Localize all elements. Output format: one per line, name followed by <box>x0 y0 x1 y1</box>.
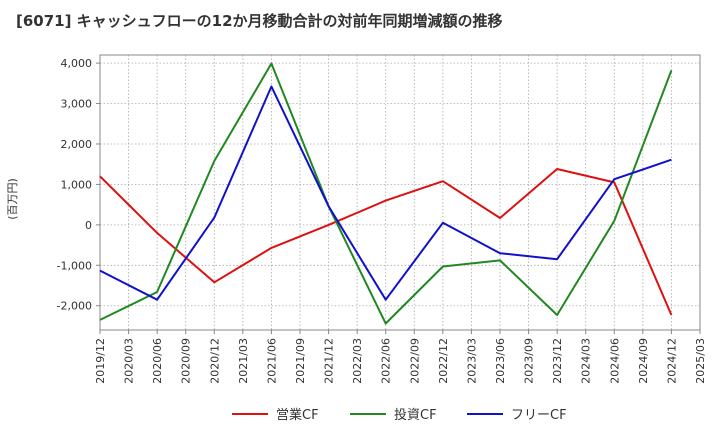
x-tick-label: 2023/06 <box>494 338 507 384</box>
x-tick-label: 2023/12 <box>551 338 564 384</box>
y-tick-label: -1,000 <box>57 259 92 272</box>
y-tick-label: 0 <box>85 219 92 232</box>
x-tick-label: 2022/09 <box>408 338 421 384</box>
x-tick-label: 2025/03 <box>694 338 707 384</box>
x-tick-label: 2024/03 <box>580 338 593 384</box>
x-tick-label: 2024/06 <box>608 338 621 384</box>
x-tick-label: 2020/03 <box>123 338 136 384</box>
series-line-投資CF <box>99 62 673 325</box>
x-tick-label: 2022/06 <box>380 338 393 384</box>
x-tick-label: 2020/09 <box>180 338 193 384</box>
x-tick-label: 2020/12 <box>208 338 221 384</box>
x-tick-label: 2021/12 <box>323 338 336 384</box>
y-tick-label: 4,000 <box>61 57 93 70</box>
series-line-営業CF <box>99 168 673 316</box>
x-tick-label: 2020/06 <box>151 338 164 384</box>
x-tick-label: 2024/12 <box>665 338 678 384</box>
x-tick-label: 2022/03 <box>351 338 364 384</box>
y-tick-label: -2,000 <box>57 300 92 313</box>
chart-title: [6071] キャッシュフローの12か月移動合計の対前年同期増減額の推移 <box>16 12 503 30</box>
legend: 営業CF 投資CF フリーCF <box>232 407 567 423</box>
y-tick-label: 2,000 <box>61 138 93 151</box>
grid-lines <box>99 55 701 330</box>
legend-label: フリーCF <box>511 408 567 423</box>
x-axis-ticks: 2019/12 2020/03 2020/06 2020/09 2020/12 2021/… <box>94 330 707 384</box>
x-tick-label: 2021/09 <box>294 338 307 384</box>
y-axis-ticks: -2,000 -1,000 0 1,000 2,000 3,000 4,000 <box>57 57 100 313</box>
y-tick-label: 1,000 <box>61 178 93 191</box>
legend-label: 営業CF <box>276 407 319 423</box>
x-tick-label: 2024/09 <box>637 338 650 384</box>
x-tick-label: 2023/03 <box>465 338 478 384</box>
x-tick-label: 2019/12 <box>94 338 107 384</box>
y-axis-label: (百万円) <box>6 178 19 220</box>
x-tick-label: 2023/09 <box>523 338 536 384</box>
x-tick-label: 2022/12 <box>437 338 450 384</box>
legend-label: 投資CF <box>394 407 437 423</box>
series-line-フリーCF <box>99 85 672 301</box>
series-lines <box>99 62 673 325</box>
x-tick-label: 2021/03 <box>237 338 250 384</box>
plot-frame <box>99 54 701 331</box>
y-tick-label: 3,000 <box>61 98 93 111</box>
x-tick-label: 2021/06 <box>265 338 278 384</box>
